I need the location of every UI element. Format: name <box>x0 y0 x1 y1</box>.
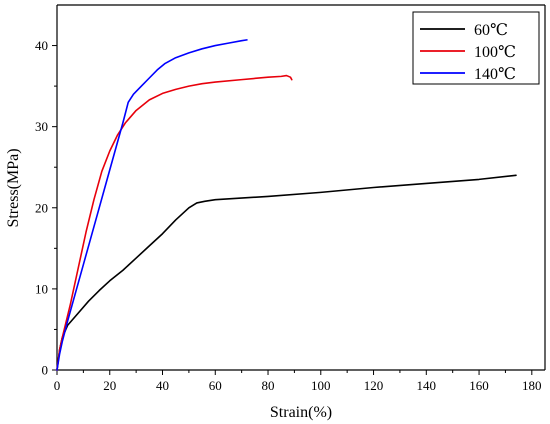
x-tick-label: 0 <box>54 378 61 393</box>
legend-box <box>412 11 540 85</box>
y-tick-label: 20 <box>35 200 48 215</box>
series-line-0 <box>56 174 517 371</box>
legend-label: 140℃ <box>474 66 516 83</box>
y-tick-label: 0 <box>42 363 49 378</box>
x-tick-label: 80 <box>262 378 275 393</box>
x-axis-ticks: 0 20 40 60 80 100 120 140 160 180 <box>54 370 542 393</box>
y-tick-label: 30 <box>35 119 48 134</box>
y-axis-title: Stress(MPa) <box>5 148 22 227</box>
x-tick-label: 120 <box>364 378 384 393</box>
series-lines <box>56 39 517 371</box>
y-axis-ticks: 0 10 20 30 40 <box>35 38 57 378</box>
x-tick-label: 20 <box>103 378 116 393</box>
y-tick-label: 10 <box>35 281 48 296</box>
x-tick-label: 180 <box>522 378 542 393</box>
legend-label: 60℃ <box>474 22 508 39</box>
x-tick-label: 140 <box>417 378 437 393</box>
series-line-2 <box>56 39 248 371</box>
plot-frame <box>56 4 546 371</box>
y-tick-label: 40 <box>35 38 48 53</box>
x-tick-label: 40 <box>156 378 169 393</box>
series-line-1 <box>56 74 293 371</box>
x-tick-label: 160 <box>469 378 489 393</box>
x-tick-label: 100 <box>311 378 331 393</box>
legend-label: 100℃ <box>474 44 516 61</box>
x-axis-title: Strain(%) <box>270 404 332 421</box>
x-tick-label: 60 <box>209 378 222 393</box>
legend: 60℃ 100℃ 140℃ <box>412 11 540 85</box>
